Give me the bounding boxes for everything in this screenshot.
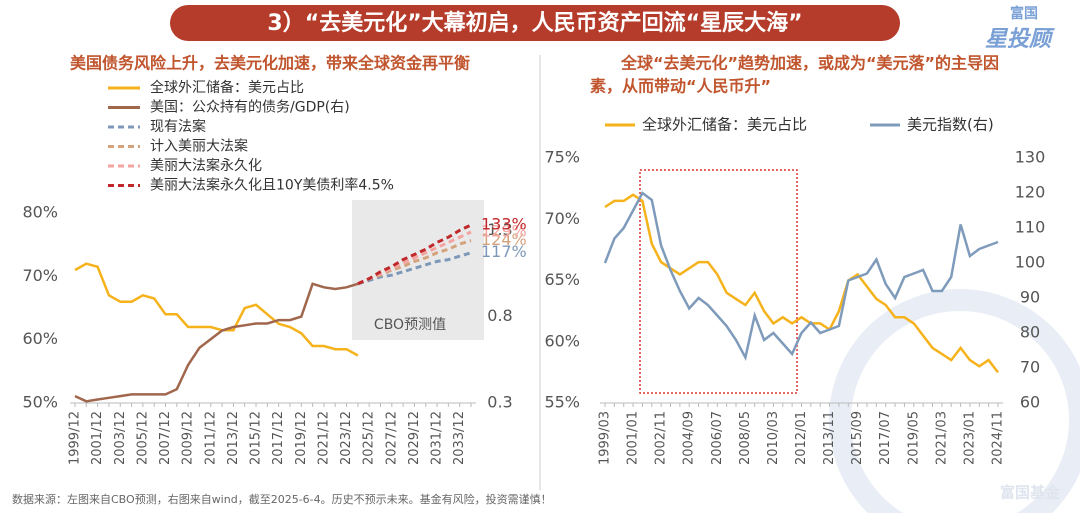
data-label: 124%: [481, 230, 527, 249]
y2-tick-label: 130: [1015, 148, 1046, 167]
y-tick-label: 70%: [22, 266, 58, 285]
y2-tick-label: 0.8: [487, 306, 512, 325]
data-label: 117%: [481, 242, 527, 261]
x-tick-label: 2001/12: [90, 411, 105, 465]
x-tick-label: 2006/07: [710, 411, 725, 465]
x-tick-label: 2008/05: [738, 411, 753, 465]
x-tick-label: 2021/12: [316, 411, 331, 465]
series-line: [357, 223, 472, 286]
x-tick-label: 2007/12: [158, 411, 173, 465]
x-tick-label: 2015/09: [850, 411, 865, 465]
y2-tick-label: 90: [1020, 288, 1040, 307]
x-tick-label: 2017/12: [271, 411, 286, 465]
series-line: [604, 193, 999, 374]
data-label: 133%: [481, 215, 527, 234]
y-tick-label: 75%: [544, 148, 580, 167]
legend-label: 全球外汇储备：美元占比: [150, 79, 304, 96]
legend-label: 美元指数(右): [907, 116, 994, 134]
y-tick-label: 60%: [22, 329, 58, 348]
x-tick-label: 2011/12: [203, 411, 218, 465]
x-tick-label: 1999/12: [68, 411, 83, 465]
y-tick-label: 65%: [544, 270, 580, 289]
x-tick-label: 2019/05: [906, 411, 921, 465]
x-tick-label: 2010/03: [766, 411, 781, 465]
x-tick-label: 2029/12: [407, 411, 422, 465]
annotation: CBO预测值: [374, 317, 446, 333]
y2-tick-label: 80: [1020, 323, 1040, 342]
x-tick-label: 2002/11: [654, 411, 669, 465]
header-banner: [170, 5, 900, 41]
data-label: 129%: [481, 222, 527, 241]
y2-tick-label: 60: [1020, 393, 1040, 412]
legend-label: 美丽大法案永久化且10Y美债利率4.5%: [150, 177, 394, 194]
x-tick-label: 2001/01: [626, 411, 641, 465]
legend-label: 现有法案: [150, 118, 206, 135]
left-title: 美国债务风险上升，去美元化加速，带来全球资金再平衡: [70, 54, 470, 73]
y2-tick-label: 70: [1020, 358, 1040, 377]
y2-tick-label: 110: [1015, 218, 1046, 237]
legend-label: 全球外汇储备：美元占比: [642, 116, 807, 134]
x-tick-label: 2017/07: [878, 411, 893, 465]
y2-tick-label: 1.3: [487, 220, 512, 239]
x-tick-label: 2027/12: [384, 411, 399, 465]
y-tick-label: 55%: [544, 393, 580, 412]
legend-label: 计入美丽大法案: [150, 138, 248, 155]
x-tick-label: 2015/12: [249, 411, 264, 465]
x-tick-label: 2003/12: [113, 411, 128, 465]
x-tick-label: 2005/12: [135, 411, 150, 465]
x-tick-label: 2031/12: [430, 411, 445, 465]
legend-label: 美国：公众持有的债务/GDP(右): [150, 100, 350, 116]
x-tick-label: 2033/12: [452, 411, 467, 465]
watermark-ring: [829, 289, 1080, 517]
source: 数据来源：左图来自CBO预测，右图来自wind，截至2025-6-4。历史不预示…: [12, 492, 552, 506]
x-tick-label: 2024/11: [991, 411, 1006, 465]
y2-tick-label: 100: [1015, 253, 1046, 272]
logo-bottom: 星投顾: [985, 27, 1055, 52]
x-tick-label: 2004/09: [682, 411, 697, 465]
forecast-region: [352, 200, 484, 340]
y-tick-label: 60%: [544, 331, 580, 350]
x-tick-label: 2025/12: [362, 411, 377, 465]
y-tick-label: 80%: [22, 203, 58, 222]
x-tick-label: 2013/12: [226, 411, 241, 465]
series-line: [74, 262, 359, 357]
x-tick-label: 2012/01: [794, 411, 809, 465]
highlight-box: [639, 169, 798, 394]
logo-top: 富国: [1010, 5, 1038, 22]
x-tick-label: 1999/03: [598, 411, 613, 465]
x-tick-label: 2019/12: [294, 411, 309, 465]
y2-tick-label: 0.3: [487, 393, 512, 412]
series-line: [74, 282, 359, 403]
x-tick-label: 2013/11: [822, 411, 837, 465]
watermark: 富国基金: [1000, 484, 1061, 502]
legend-label: 美丽大法案永久化: [150, 157, 262, 174]
x-tick-label: 2023/12: [339, 411, 354, 465]
x-tick-label: 2023/01: [962, 411, 977, 465]
y-tick-label: 70%: [544, 209, 580, 228]
right-title: 全球“去美元化”趋势加速，或成为“美元落”的主导因: [620, 54, 999, 73]
x-tick-label: 2009/12: [181, 411, 196, 465]
y-tick-label: 50%: [22, 393, 58, 412]
y2-tick-label: 120: [1015, 183, 1046, 202]
x-tick-label: 2021/03: [934, 411, 949, 465]
header-title: 3）“去美元化”大幕初启，人民币资产回流“星辰大海”: [267, 10, 802, 36]
right-title: 素，从而带动“人民币升”: [590, 77, 771, 96]
series-line: [603, 191, 999, 362]
